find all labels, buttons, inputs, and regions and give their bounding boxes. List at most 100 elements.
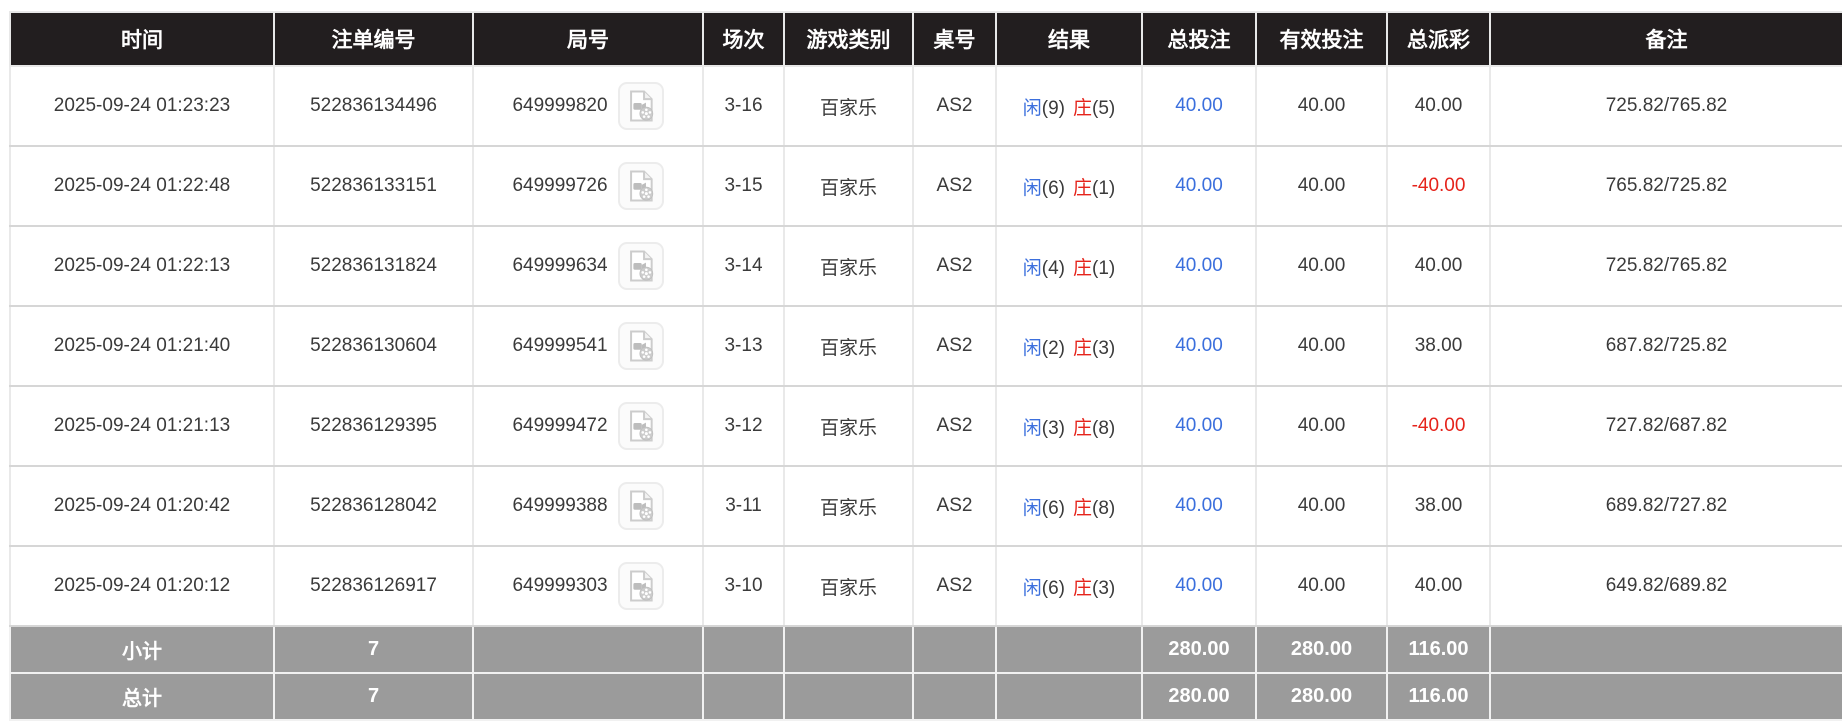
session-cell: 3-15 bbox=[702, 145, 785, 227]
round-id-value: 649999820 bbox=[512, 95, 608, 116]
video-replay-button[interactable] bbox=[617, 402, 664, 450]
column-header-time: 时间 bbox=[9, 11, 275, 67]
subtotal-count: 7 bbox=[273, 625, 474, 674]
result-player-score: (4) bbox=[1041, 257, 1065, 279]
video-replay-button[interactable] bbox=[617, 162, 664, 210]
total-bet-link[interactable]: 40.00 bbox=[1175, 575, 1223, 596]
remark-cell: 725.82/765.82 bbox=[1489, 65, 1842, 147]
total-bet-link[interactable]: 40.00 bbox=[1175, 255, 1223, 276]
valid-bet-cell: 40.00 bbox=[1255, 545, 1388, 627]
payout-cell: -40.00 bbox=[1386, 145, 1491, 227]
valid-bet-cell: 40.00 bbox=[1255, 305, 1388, 387]
table-no-cell: AS2 bbox=[912, 465, 997, 547]
total-bet-link[interactable]: 40.00 bbox=[1175, 415, 1223, 436]
game-type-cell: 百家乐 bbox=[783, 545, 914, 627]
total-bet-link[interactable]: 40.00 bbox=[1175, 175, 1223, 196]
video-replay-button[interactable] bbox=[617, 242, 664, 290]
result-cell: 闲(9) 庄(5) bbox=[995, 65, 1143, 147]
total-bet-link[interactable]: 40.00 bbox=[1175, 495, 1223, 516]
table-no-cell: AS2 bbox=[912, 145, 997, 227]
total-bet-link[interactable]: 40.00 bbox=[1175, 95, 1223, 116]
video-record-file-icon bbox=[629, 90, 653, 122]
result-banker-label: 庄 bbox=[1073, 97, 1093, 119]
game-type-cell: 百家乐 bbox=[783, 225, 914, 307]
result-banker-score: (1) bbox=[1092, 257, 1116, 279]
video-record-file-icon bbox=[629, 170, 653, 202]
total-bet-cell: 40.00 bbox=[1141, 305, 1257, 387]
result-banker-score: (5) bbox=[1092, 97, 1116, 119]
total-bet-cell: 40.00 bbox=[1141, 225, 1257, 307]
subtotal-label: 小计 bbox=[9, 625, 275, 674]
bet-id-cell: 522836130604 bbox=[273, 305, 474, 387]
round-id-value: 649999726 bbox=[512, 175, 608, 196]
valid-bet-cell: 40.00 bbox=[1255, 65, 1388, 147]
total-bet-link[interactable]: 40.00 bbox=[1175, 335, 1223, 356]
round-id-cell: 649999726 bbox=[472, 145, 704, 227]
round-id-value: 649999541 bbox=[512, 335, 608, 356]
table-row: 2025-09-24 01:21:13 522836129395 6499994… bbox=[9, 385, 1842, 467]
round-id-value: 649999472 bbox=[512, 415, 608, 436]
result-banker-score: (8) bbox=[1092, 497, 1116, 519]
game-type-cell: 百家乐 bbox=[783, 465, 914, 547]
remark-cell: 687.82/725.82 bbox=[1489, 305, 1842, 387]
column-header-remark: 备注 bbox=[1489, 11, 1842, 67]
grand-total-valid-bet: 280.00 bbox=[1255, 672, 1388, 721]
video-replay-button[interactable] bbox=[617, 322, 664, 370]
time-cell: 2025-09-24 01:20:42 bbox=[9, 465, 275, 547]
round-id-value: 649999303 bbox=[512, 575, 608, 596]
result-banker-score: (1) bbox=[1092, 177, 1116, 199]
video-record-file-icon bbox=[629, 570, 653, 602]
round-id-cell: 649999541 bbox=[472, 305, 704, 387]
result-player-score: (6) bbox=[1041, 577, 1065, 599]
payout-cell: 38.00 bbox=[1386, 305, 1491, 387]
result-player-score: (6) bbox=[1041, 177, 1065, 199]
video-record-file-icon bbox=[629, 490, 653, 522]
result-cell: 闲(6) 庄(8) bbox=[995, 465, 1143, 547]
game-type-cell: 百家乐 bbox=[783, 145, 914, 227]
video-replay-button[interactable] bbox=[617, 482, 664, 530]
result-banker-score: (8) bbox=[1092, 417, 1116, 439]
grand-total-label: 总计 bbox=[9, 672, 275, 721]
result-banker-label: 庄 bbox=[1073, 257, 1093, 279]
video-record-file-icon bbox=[629, 410, 653, 442]
round-id-cell: 649999634 bbox=[472, 225, 704, 307]
result-player-label: 闲 bbox=[1022, 337, 1042, 359]
session-cell: 3-11 bbox=[702, 465, 785, 547]
game-type-cell: 百家乐 bbox=[783, 305, 914, 387]
result-banker-label: 庄 bbox=[1073, 417, 1093, 439]
result-player-label: 闲 bbox=[1022, 177, 1042, 199]
grand-total-empty-game-type bbox=[783, 672, 914, 721]
game-type-cell: 百家乐 bbox=[783, 385, 914, 467]
result-player-label: 闲 bbox=[1022, 577, 1042, 599]
table-row: 2025-09-24 01:21:40 522836130604 6499995… bbox=[9, 305, 1842, 387]
session-cell: 3-16 bbox=[702, 65, 785, 147]
session-cell: 3-10 bbox=[702, 545, 785, 627]
video-replay-button[interactable] bbox=[617, 562, 664, 610]
result-player-label: 闲 bbox=[1022, 257, 1042, 279]
time-cell: 2025-09-24 01:22:48 bbox=[9, 145, 275, 227]
session-cell: 3-13 bbox=[702, 305, 785, 387]
time-cell: 2025-09-24 01:21:13 bbox=[9, 385, 275, 467]
video-record-file-icon bbox=[629, 250, 653, 282]
column-header-result: 结果 bbox=[995, 11, 1143, 67]
bet-id-cell: 522836129395 bbox=[273, 385, 474, 467]
column-header-bet-id: 注单编号 bbox=[273, 11, 474, 67]
column-header-total-bet: 总投注 bbox=[1141, 11, 1257, 67]
header-row: 时间 注单编号 局号 场次 游戏类别 桌号 结果 总投注 有效投注 总派彩 备注 bbox=[9, 11, 1842, 67]
remark-cell: 649.82/689.82 bbox=[1489, 545, 1842, 627]
table-row: 2025-09-24 01:20:42 522836128042 6499993… bbox=[9, 465, 1842, 547]
total-bet-cell: 40.00 bbox=[1141, 65, 1257, 147]
remark-cell: 725.82/765.82 bbox=[1489, 225, 1842, 307]
video-replay-button[interactable] bbox=[617, 82, 664, 130]
result-cell: 闲(3) 庄(8) bbox=[995, 385, 1143, 467]
result-player-label: 闲 bbox=[1022, 97, 1042, 119]
time-cell: 2025-09-24 01:21:40 bbox=[9, 305, 275, 387]
bet-id-cell: 522836128042 bbox=[273, 465, 474, 547]
valid-bet-cell: 40.00 bbox=[1255, 225, 1388, 307]
result-cell: 闲(6) 庄(3) bbox=[995, 545, 1143, 627]
payout-cell: 40.00 bbox=[1386, 225, 1491, 307]
result-player-label: 闲 bbox=[1022, 497, 1042, 519]
subtotal-total-bet: 280.00 bbox=[1141, 625, 1257, 674]
valid-bet-cell: 40.00 bbox=[1255, 385, 1388, 467]
result-banker-label: 庄 bbox=[1073, 177, 1093, 199]
